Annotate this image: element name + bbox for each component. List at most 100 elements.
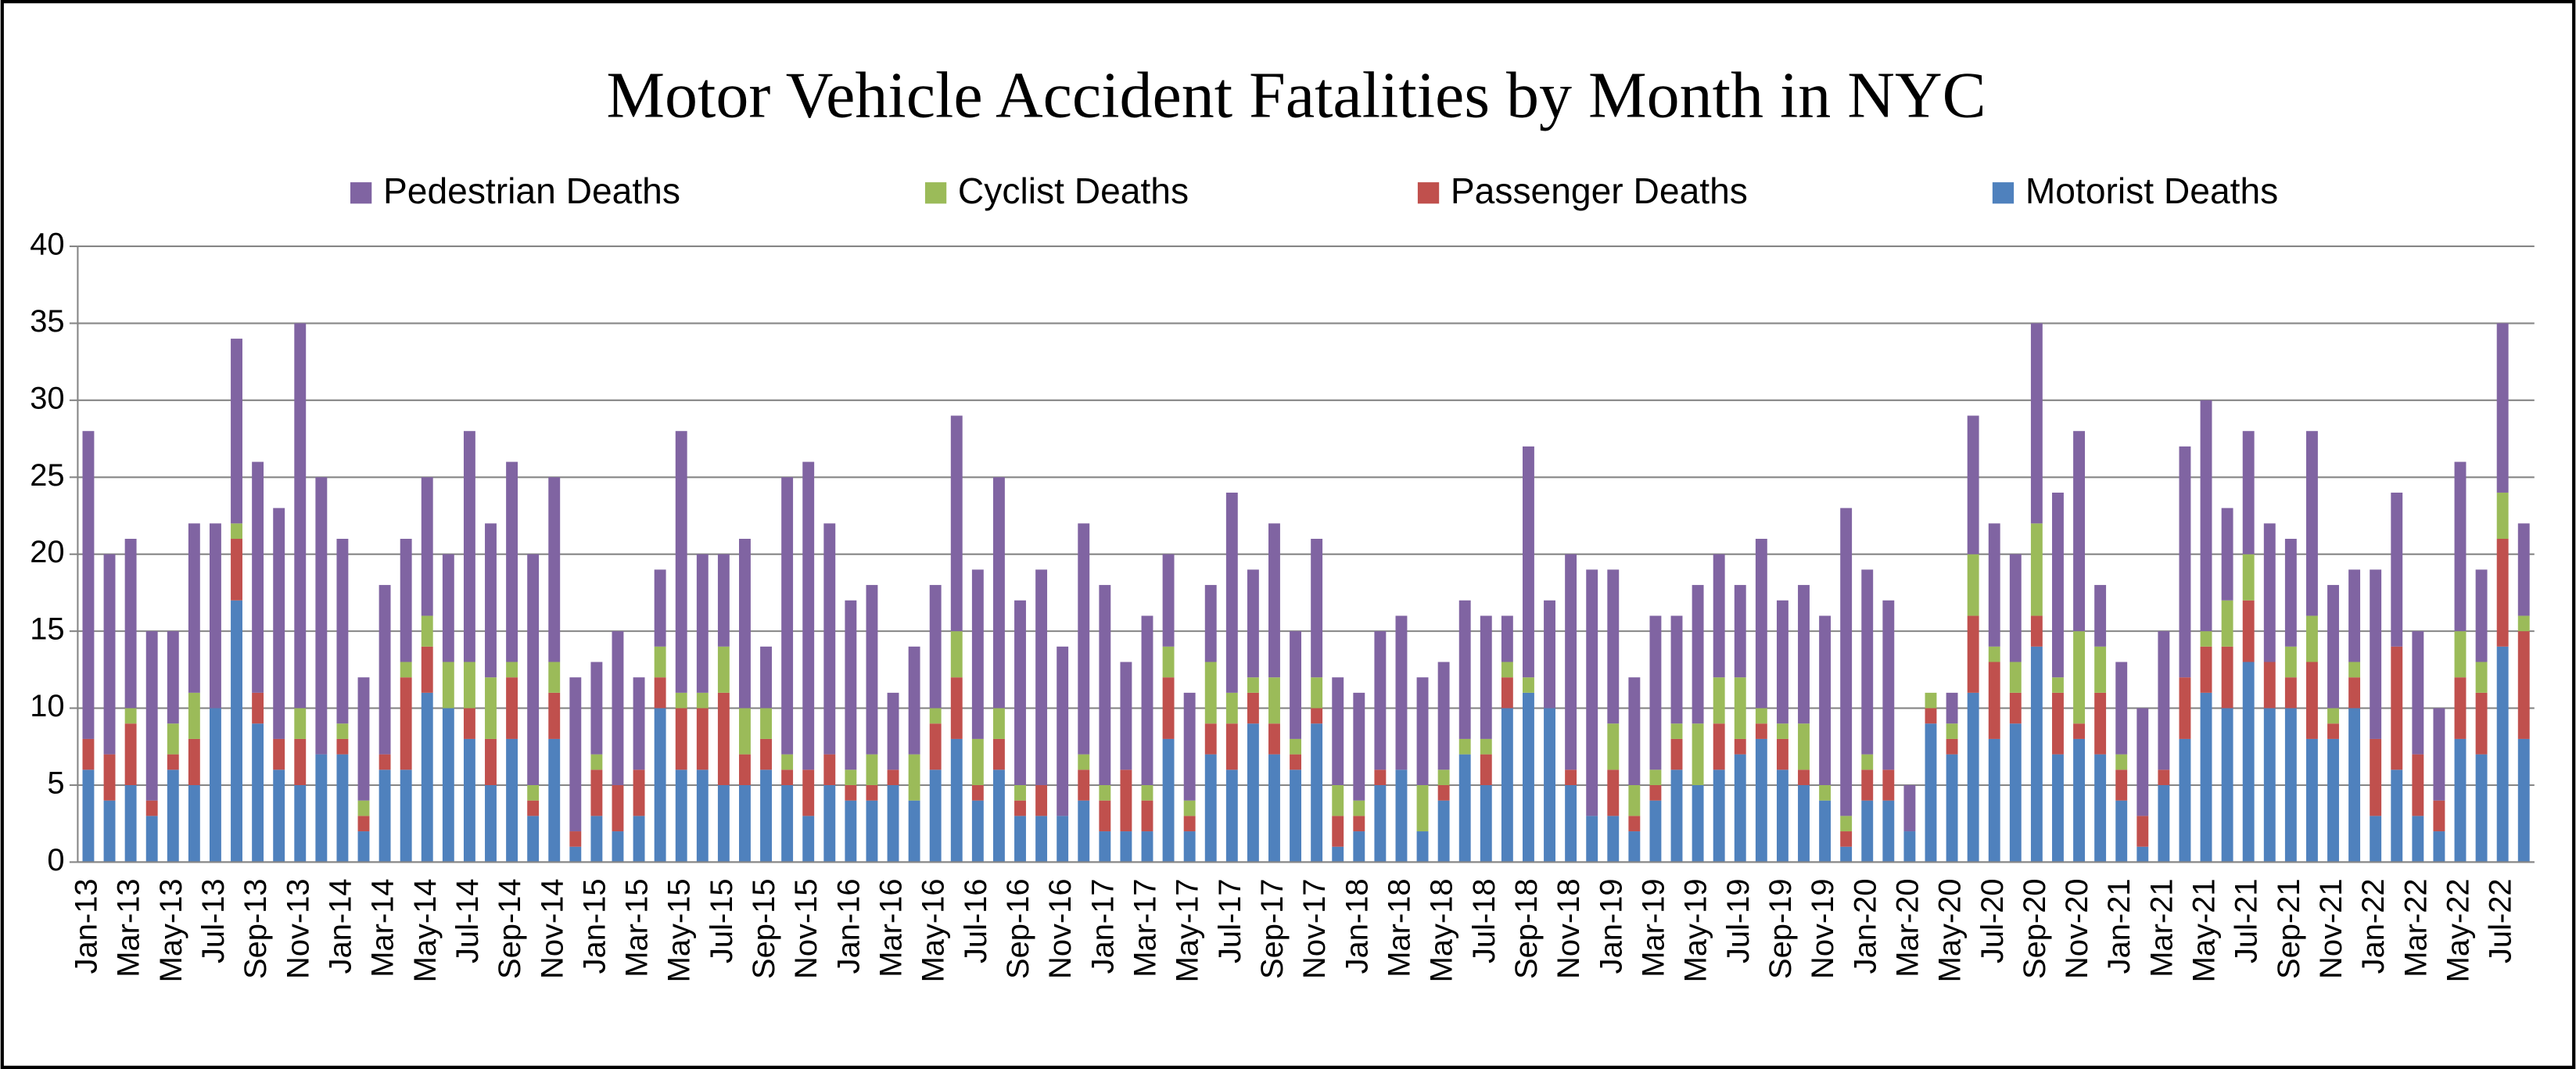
- bar-segment: [1247, 677, 1259, 693]
- bar-segment: [357, 800, 370, 816]
- bar-segment: [887, 692, 899, 770]
- bar-segment: [273, 769, 285, 863]
- bar-segment: [1522, 692, 1534, 863]
- bar-segment: [1776, 600, 1788, 724]
- bar-segment: [781, 754, 794, 770]
- bar-segment: [717, 784, 730, 863]
- bar-segment: [2009, 723, 2022, 863]
- bar-segment: [654, 646, 666, 678]
- bar-segment: [1311, 723, 1323, 863]
- x-tick-label: May-20: [1933, 878, 1968, 982]
- bar-segment: [2009, 662, 2022, 693]
- x-tick-label: May-17: [1171, 878, 1205, 982]
- bar-segment: [2305, 662, 2318, 739]
- x-tick-label: Nov-13: [281, 878, 315, 979]
- bar-segment: [1819, 784, 1832, 801]
- bar-segment: [696, 692, 709, 708]
- bar-segment: [1734, 585, 1746, 678]
- bar-segment: [1946, 754, 1958, 863]
- bar-segment: [1353, 800, 1365, 816]
- bar-segment: [633, 769, 645, 816]
- bar-segment: [2412, 754, 2424, 816]
- bar-segment: [167, 631, 179, 724]
- bar-segment: [1903, 831, 1916, 863]
- bar-segment: [1014, 816, 1026, 863]
- bar-segment: [2158, 769, 2170, 785]
- bar-segment: [357, 816, 370, 832]
- bar-segment: [1967, 615, 1979, 693]
- bar-segment: [167, 754, 179, 770]
- x-tick-label: May-19: [1679, 878, 1713, 982]
- bar-segment: [1946, 738, 1958, 755]
- bar-segment: [1395, 615, 1408, 770]
- legend-label: Pedestrian Deaths: [383, 170, 680, 211]
- bar-segment: [188, 523, 200, 693]
- bar-segment: [1946, 692, 1958, 724]
- bar-segment: [1882, 800, 1895, 863]
- bar-segment: [739, 708, 751, 755]
- bar-segment: [1840, 831, 1853, 847]
- bar-segment: [2327, 738, 2339, 863]
- x-tick-label: May-14: [408, 878, 443, 982]
- bar-segment: [273, 738, 285, 770]
- bar-segment: [2433, 831, 2445, 863]
- bar-segment: [2073, 631, 2085, 724]
- bar-segment: [1014, 784, 1026, 801]
- bar-segment: [231, 600, 242, 863]
- bar-segment: [675, 431, 687, 693]
- x-tick-label: Jul-17: [1213, 878, 1247, 963]
- bar-segment: [2284, 677, 2297, 708]
- bar-segment: [950, 415, 963, 632]
- bar-segment: [2327, 708, 2339, 724]
- x-tick-label: Nov-19: [1806, 878, 1840, 979]
- bar-segment: [1861, 754, 1874, 770]
- bar-segment: [1988, 662, 2000, 739]
- bar-segment: [506, 662, 518, 678]
- x-tick-label: Jul-21: [2230, 878, 2264, 963]
- bar-segment: [1035, 784, 1048, 816]
- bar-segment: [357, 831, 370, 863]
- bar-segment: [1458, 754, 1471, 863]
- bar-segment: [1247, 569, 1259, 678]
- bar-segment: [887, 784, 899, 863]
- bar-segment: [1988, 523, 2000, 647]
- bar-segment: [1311, 677, 1323, 708]
- bar-segment: [400, 769, 412, 863]
- bar-segment: [1162, 677, 1175, 739]
- bar-segment: [103, 754, 116, 801]
- bar-segment: [294, 784, 307, 863]
- bar-segment: [802, 769, 815, 816]
- bar-segment: [400, 539, 412, 662]
- bar-segment: [1099, 831, 1111, 863]
- bar-segment: [442, 554, 454, 662]
- bar-segment: [2517, 738, 2530, 863]
- bar-segment: [1882, 600, 1895, 770]
- bar-segment: [569, 831, 582, 847]
- bar-segment: [294, 323, 307, 708]
- bar-segment: [1480, 738, 1492, 755]
- bar-segment: [1437, 662, 1450, 770]
- bar-segment: [2094, 646, 2107, 693]
- bar-segment: [1755, 738, 1767, 863]
- bar-segment: [887, 769, 899, 785]
- bar-segment: [2475, 569, 2488, 662]
- bar-segment: [1437, 769, 1450, 785]
- y-tick-label: 15: [30, 612, 64, 647]
- bar-segment: [2115, 754, 2128, 770]
- bar-segment: [1692, 723, 1704, 785]
- bar-segment: [231, 523, 242, 540]
- bar-segment: [252, 692, 264, 724]
- bar-segment: [1967, 554, 1979, 616]
- bar-segment: [188, 784, 200, 863]
- bar-segment: [252, 461, 264, 693]
- bar-segment: [1311, 539, 1323, 678]
- bar-segment: [2052, 692, 2064, 755]
- bar-segment: [971, 569, 984, 739]
- bar-segment: [2391, 492, 2403, 647]
- bar-segment: [231, 339, 242, 524]
- y-tick-label: 10: [30, 689, 64, 723]
- bar-segment: [739, 784, 751, 863]
- bar-segment: [1713, 723, 1725, 770]
- bar-segment: [2242, 662, 2255, 863]
- bar-segment: [950, 738, 963, 863]
